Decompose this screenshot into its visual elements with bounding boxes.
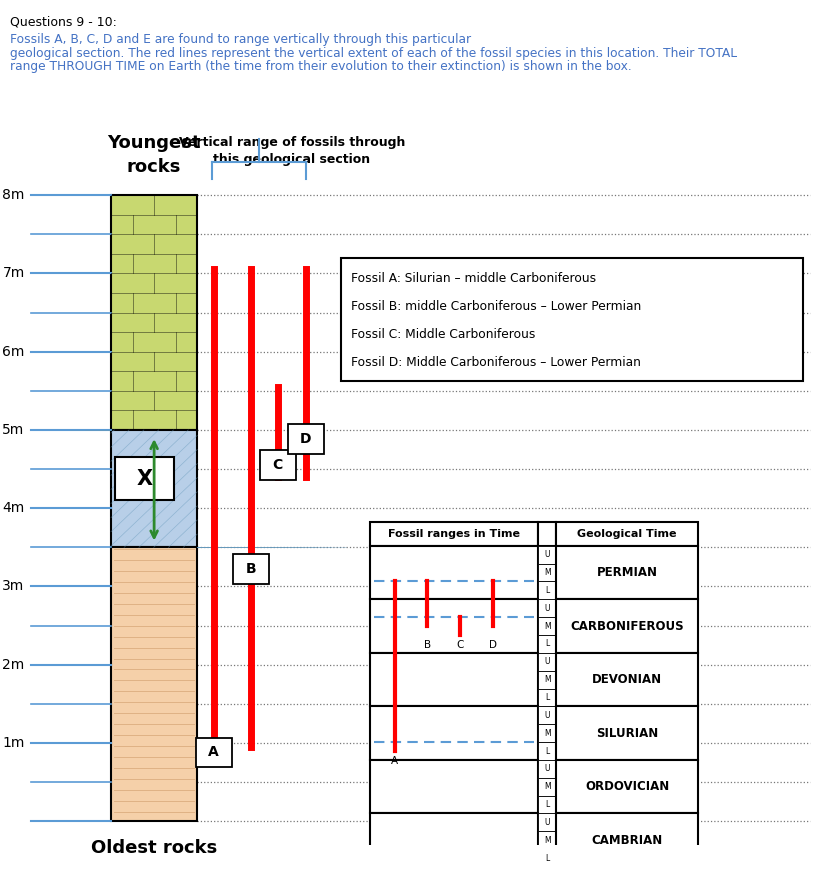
Bar [538,564,556,582]
Bar [556,813,698,867]
Text: B: B [424,640,431,649]
Bar [556,523,698,546]
Bar [538,635,556,653]
Bar [538,742,556,760]
Text: Vertical range of fossils through
this geological section: Vertical range of fossils through this g… [178,136,405,166]
Text: Questions 9 - 10:: Questions 9 - 10: [10,16,117,29]
Text: 2m: 2m [2,657,25,671]
Text: C: C [273,458,283,473]
Bar [538,796,556,813]
Bar [538,617,556,635]
Bar [233,554,269,584]
Bar [556,546,698,599]
Bar [556,653,698,707]
Bar [538,671,556,688]
Text: 5m: 5m [2,423,25,437]
Text: Fossil B: middle Carboniferous – Lower Permian: Fossil B: middle Carboniferous – Lower P… [351,300,641,313]
Text: M: M [544,729,551,737]
Text: 3m: 3m [2,580,25,593]
Bar [370,599,538,653]
Text: U: U [545,657,550,666]
Text: Fossil D: Middle Carboniferous – Lower Permian: Fossil D: Middle Carboniferous – Lower P… [351,356,641,370]
Text: CARBONIFEROUS: CARBONIFEROUS [570,620,684,633]
Text: X: X [136,469,153,489]
Text: U: U [545,818,550,827]
Text: D: D [489,640,497,649]
Text: L: L [545,800,550,809]
Bar [370,523,538,546]
Text: U: U [545,550,550,559]
Bar [538,688,556,707]
Text: ORDOVICIAN: ORDOVICIAN [585,781,669,793]
Text: L: L [545,693,550,702]
Text: 8m: 8m [2,188,25,202]
Bar [538,813,556,832]
Bar [538,523,556,546]
Bar [370,813,538,867]
Bar [538,760,556,778]
Text: L: L [545,746,550,756]
Bar [341,258,803,381]
Bar [196,737,232,767]
Bar [111,430,197,547]
Bar [538,849,556,867]
Text: DEVONIAN: DEVONIAN [592,673,663,686]
Text: rocks: rocks [127,158,182,176]
Text: 6m: 6m [2,345,25,359]
Bar [538,724,556,742]
Bar [538,599,556,617]
Text: Fossil C: Middle Carboniferous: Fossil C: Middle Carboniferous [351,328,535,341]
Text: 4m: 4m [2,502,25,515]
Bar [111,195,197,430]
Text: SILURIAN: SILURIAN [596,727,658,740]
Text: CAMBRIAN: CAMBRIAN [592,833,663,847]
Bar [260,451,296,480]
Text: geological section. The red lines represent the vertical extent of each of the f: geological section. The red lines repres… [10,47,737,60]
Text: A: A [208,745,219,759]
Text: D: D [300,432,312,446]
Text: Fossils A, B, C, D and E are found to range vertically through this particular: Fossils A, B, C, D and E are found to ra… [10,33,471,47]
Text: U: U [545,604,550,612]
Bar [370,546,538,599]
Bar [370,653,538,707]
Bar [556,707,698,760]
Text: 1m: 1m [2,736,25,750]
Text: U: U [545,711,550,720]
Text: M: M [544,568,551,577]
Bar [538,582,556,599]
Text: A: A [391,756,398,766]
Bar [370,760,538,813]
Text: PERMIAN: PERMIAN [597,566,658,579]
Text: L: L [545,854,550,862]
Bar [556,599,698,653]
Bar [538,832,556,849]
Text: M: M [544,675,551,684]
Bar [556,760,698,813]
Text: L: L [545,640,550,649]
Bar [111,547,197,821]
Bar [538,546,556,564]
Text: M: M [544,836,551,845]
Text: Fossil ranges in Time: Fossil ranges in Time [388,529,520,539]
Bar [370,707,538,760]
Text: B: B [246,562,256,576]
Text: Fossil A: Silurian – middle Carboniferous: Fossil A: Silurian – middle Carboniferou… [351,272,596,285]
Text: L: L [545,586,550,595]
Text: C: C [457,640,464,649]
Bar [115,458,174,501]
Bar [538,653,556,671]
Text: Oldest rocks: Oldest rocks [91,839,217,856]
Bar [288,424,324,454]
Bar [538,778,556,796]
Bar [538,707,556,724]
Text: Youngest: Youngest [108,134,201,152]
Text: 7m: 7m [2,267,25,281]
Text: M: M [544,782,551,791]
Text: U: U [545,765,550,774]
Text: M: M [544,621,551,631]
Text: Geological Time: Geological Time [577,529,677,539]
Text: range THROUGH TIME on Earth (the time from their evolution to their extinction) : range THROUGH TIME on Earth (the time fr… [10,60,631,73]
